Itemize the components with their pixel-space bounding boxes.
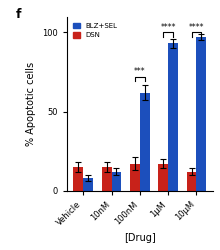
Bar [130,164,140,191]
Text: ***: *** [134,67,146,76]
Text: ****: **** [160,22,176,32]
Legend: BLZ+SEL, DSN: BLZ+SEL, DSN [70,20,120,41]
Bar [102,167,112,191]
Bar [112,172,121,191]
X-axis label: [Drug]: [Drug] [124,233,156,243]
Bar [140,92,150,191]
Bar [168,44,178,191]
Bar [187,172,196,191]
Text: f: f [15,8,21,21]
Bar [83,178,93,191]
Y-axis label: % Apoptotic cells: % Apoptotic cells [26,62,36,146]
Bar [196,37,206,191]
Bar [158,164,168,191]
Text: ****: **** [189,22,204,32]
Bar [73,167,83,191]
